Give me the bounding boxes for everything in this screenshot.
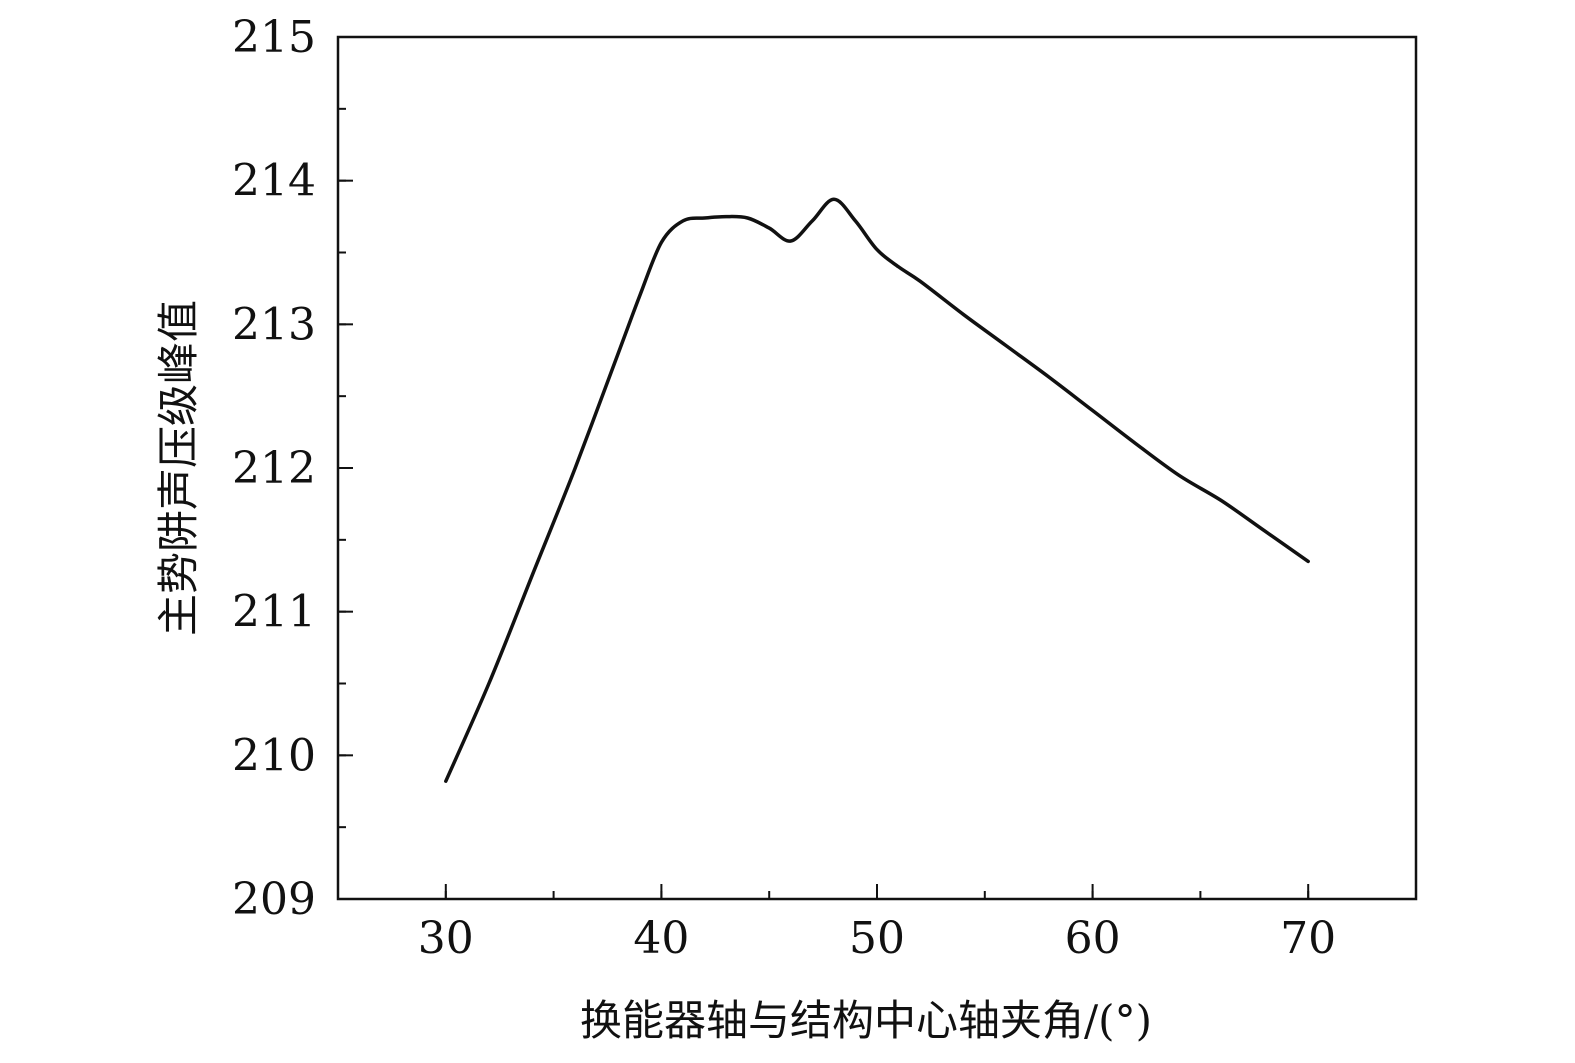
x-tick-label: 30: [418, 913, 474, 964]
y-tick-label: 215: [232, 12, 316, 63]
y-tick-label: 209: [232, 874, 316, 925]
x-tick-label: 40: [633, 913, 689, 964]
x-tick-label: 60: [1065, 913, 1121, 964]
y-axis-title: 主势阱声压级峰值: [154, 300, 203, 636]
series-line: [444, 197, 1310, 783]
y-tick-label: 211: [232, 587, 316, 638]
axis-ticks: [337, 36, 1417, 900]
x-axis-title: 换能器轴与结构中心轴夹角/(°): [580, 996, 1152, 1045]
x-tick-label: 70: [1280, 913, 1336, 964]
y-tick-label: 210: [232, 730, 316, 781]
y-tick-label: 214: [232, 156, 316, 207]
x-tick-label: 50: [849, 913, 905, 964]
y-tick-label: 213: [232, 299, 316, 350]
y-tick-label: 212: [232, 443, 316, 494]
x-tick-labels: 30 40 50 60 70: [418, 913, 1336, 964]
plot-frame: [336, 35, 1418, 901]
y-tick-labels: 209 210 211 212 213 214 215: [232, 12, 316, 925]
